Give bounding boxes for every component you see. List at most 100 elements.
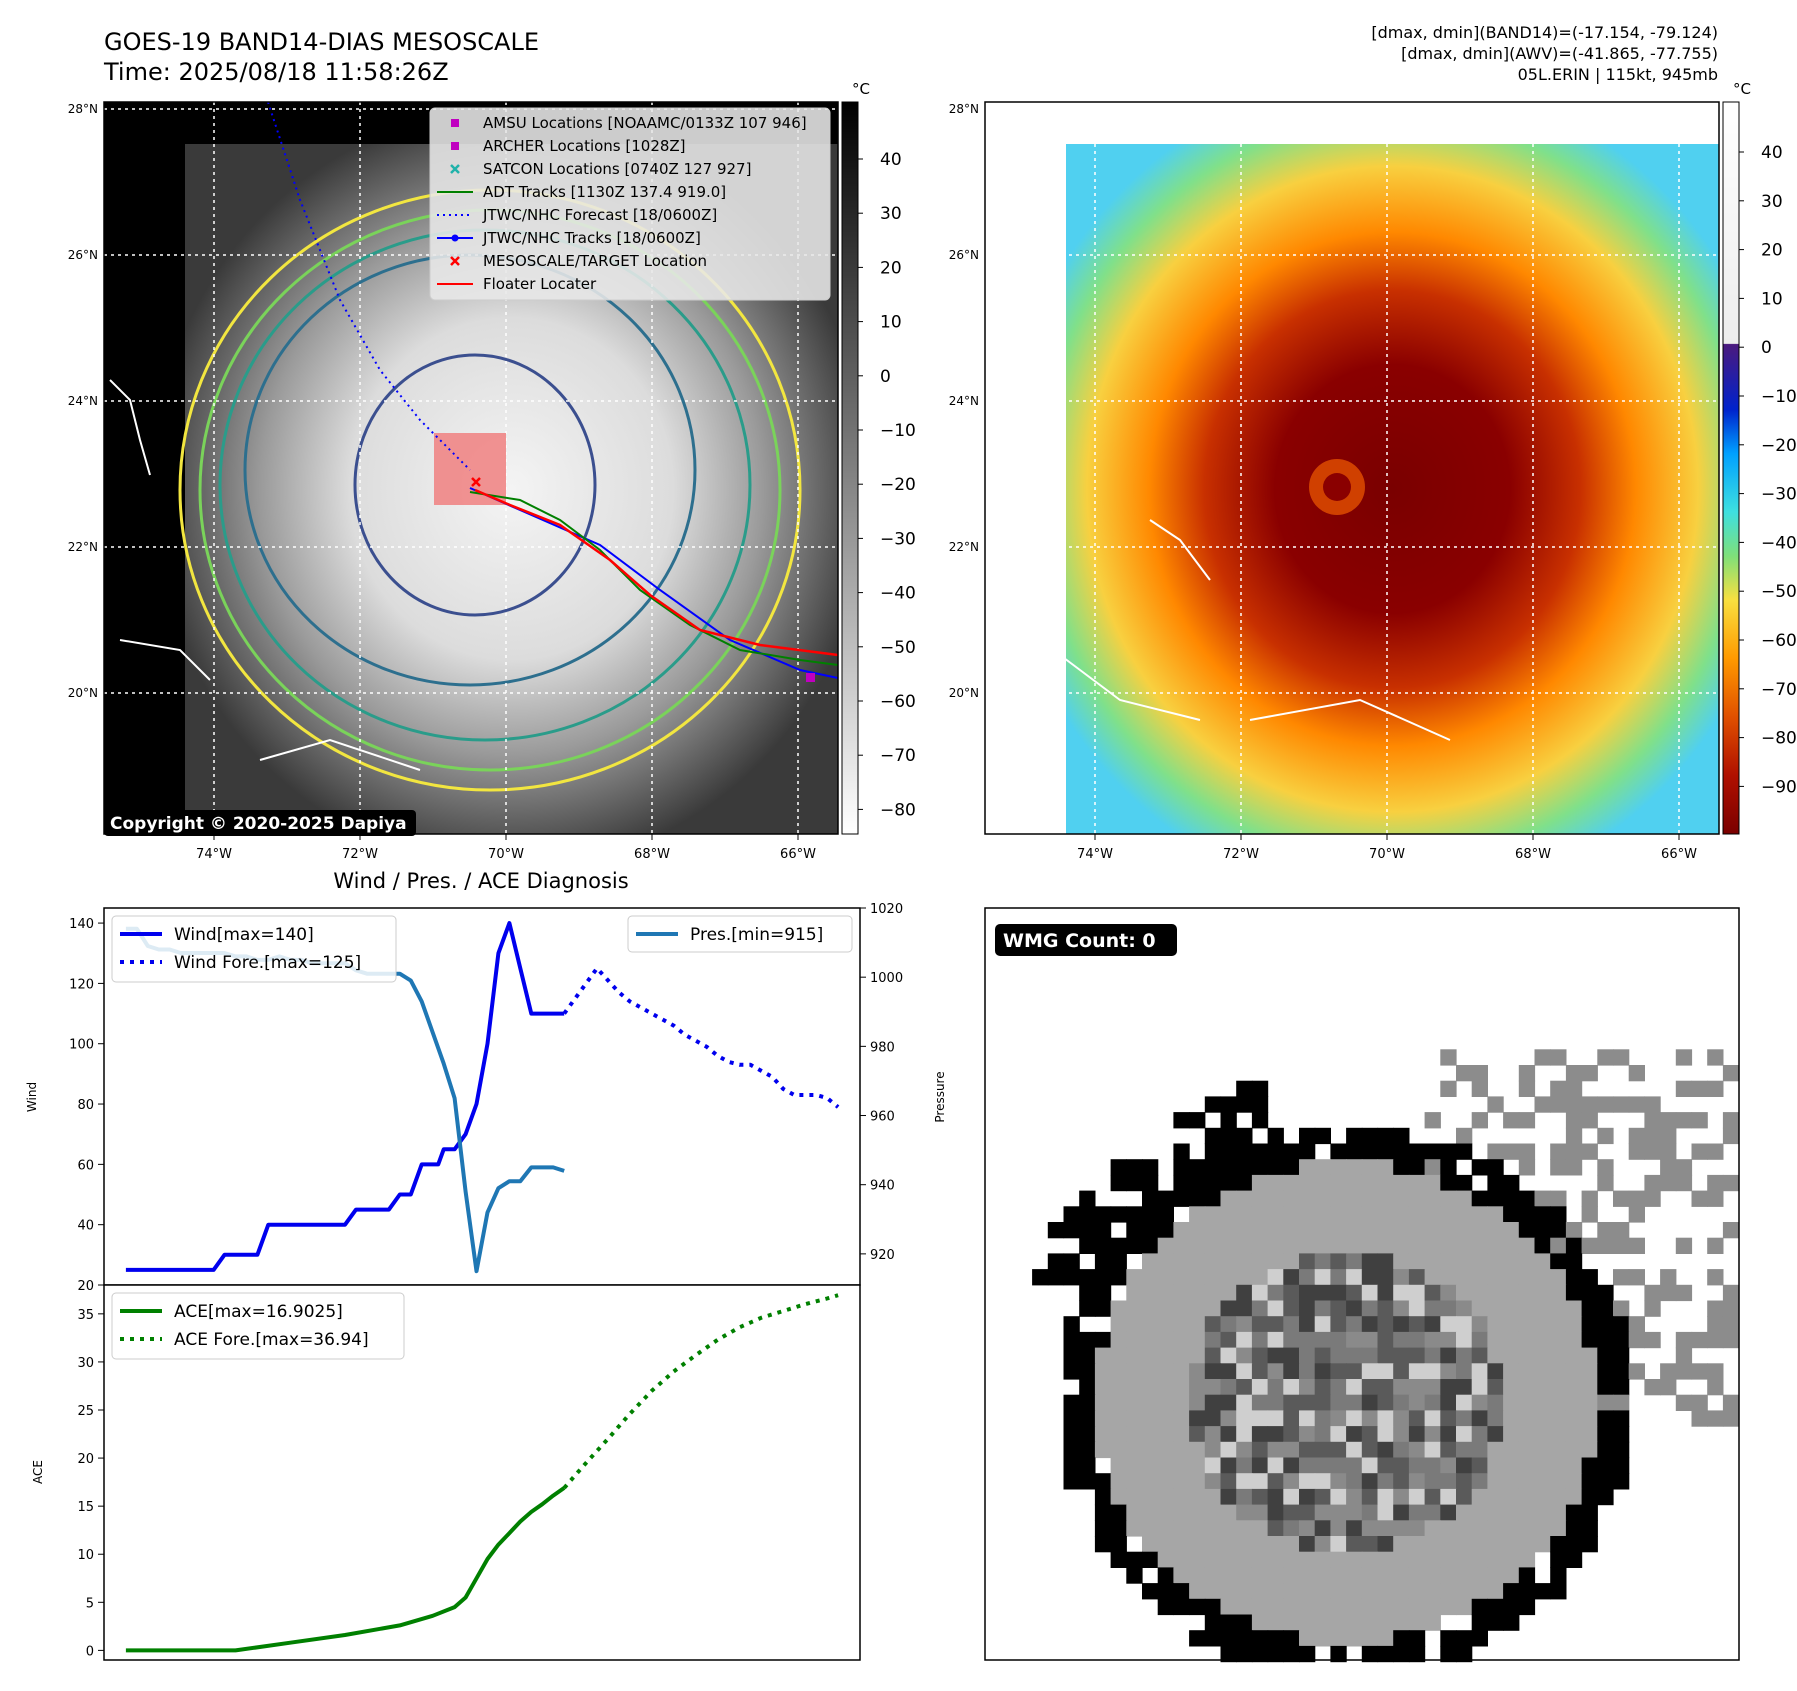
pressure-tick-label: 940 xyxy=(870,1179,895,1194)
map-legend-label: SATCON Locations [0740Z 127 927] xyxy=(483,160,751,178)
map-legend-label: Floater Locater xyxy=(483,275,597,293)
map-legend-label: MESOSCALE/TARGET Location xyxy=(483,252,707,270)
ace-axis-label: ACE xyxy=(31,1460,45,1484)
pressure-axis-label: Pressure xyxy=(933,1071,947,1122)
colorbar-tick-label: −80 xyxy=(880,800,916,820)
lon-tick-label: 70°W xyxy=(488,847,524,862)
wind-fore-legend-label: Wind Fore.[max=125] xyxy=(174,953,361,973)
copyright-badge: Copyright © 2020-2025 Dapiya xyxy=(104,810,416,836)
legend-square-marker xyxy=(451,119,459,127)
colorbar-tick-label: −20 xyxy=(880,475,916,495)
map-legend-row: JTWC/NHC Tracks [18/0600Z] xyxy=(437,229,701,247)
lat-tick-label: 28°N xyxy=(949,102,979,116)
stats-awv: [dmax, dmin](AWV)=(-41.865, -77.755) xyxy=(1401,44,1718,63)
ace-tick-label: 10 xyxy=(77,1548,94,1563)
lon-tick-label: 70°W xyxy=(1369,847,1405,862)
map-legend-label: AMSU Locations [NOAAMC/0133Z 107 946] xyxy=(483,114,807,132)
wind-tick-label: 40 xyxy=(77,1219,94,1234)
wind-tick-label: 80 xyxy=(77,1098,94,1113)
colorbar-tick-label: 30 xyxy=(1761,192,1783,212)
legend-x-marker xyxy=(450,256,460,266)
ace-tick-label: 15 xyxy=(77,1500,94,1515)
legend-dot-marker xyxy=(451,234,459,242)
colorbar-tick-label: −20 xyxy=(1761,436,1797,456)
pressure-legend: Pres.[min=915] xyxy=(627,915,853,953)
pressure-tick-label: 1000 xyxy=(870,971,903,986)
awv-map-panel xyxy=(984,101,1720,835)
lon-tick-label: 72°W xyxy=(342,847,378,862)
lon-tick-label: 72°W xyxy=(1223,847,1259,862)
map-legend: AMSU Locations [NOAAMC/0133Z 107 946] ARC… xyxy=(429,107,831,301)
diagnosis-title: Wind / Pres. / ACE Diagnosis xyxy=(333,869,628,893)
colorbar-tick-label: −30 xyxy=(880,529,916,549)
wind-tick-label: 60 xyxy=(77,1158,94,1173)
ace-tick-label: 20 xyxy=(77,1452,94,1467)
lat-tick-label: 24°N xyxy=(68,394,98,408)
colorbar-tick-label: −60 xyxy=(880,692,916,712)
map-legend-row: SATCON Locations [0740Z 127 927] xyxy=(450,160,751,178)
lat-tick-label: 24°N xyxy=(949,394,979,408)
ace-fore-legend-label: ACE Fore.[max=36.94] xyxy=(174,1330,369,1350)
awv-colorbar-unit: °C xyxy=(1733,80,1751,98)
lat-tick-label: 26°N xyxy=(949,248,979,262)
pressure-tick-label: 960 xyxy=(870,1110,895,1125)
wind-pressure-chart: Wind Pressure 140 120 100 80 60 40 20 1020 1000… xyxy=(25,902,947,1294)
wind-legend: Wind[max=140] Wind Fore.[max=125] xyxy=(111,915,397,983)
awv-map-lon-ticks: 74°W 72°W 70°W 68°W 66°W xyxy=(1077,834,1697,862)
ace-tick-label: 25 xyxy=(77,1404,94,1419)
map-legend-row: ARCHER Locations [1028Z] xyxy=(451,137,686,155)
map-legend-label: JTWC/NHC Tracks [18/0600Z] xyxy=(482,229,701,247)
map-legend-row: MESOSCALE/TARGET Location xyxy=(450,252,707,270)
wind-tick-label: 20 xyxy=(77,1279,94,1294)
colorbar-tick-label: 10 xyxy=(1761,289,1783,309)
lat-tick-label: 28°N xyxy=(68,102,98,116)
ace-legend: ACE[max=16.9025] ACE Fore.[max=36.94] xyxy=(111,1292,405,1360)
map-legend-row: AMSU Locations [NOAAMC/0133Z 107 946] xyxy=(451,114,807,132)
wind-tick-label: 120 xyxy=(69,977,94,992)
ace-chart: ACE 35 30 25 20 15 10 5 0 ACE[max=16.9025] ACE … xyxy=(31,1284,861,1661)
stats-band14: [dmax, dmin](BAND14)=(-17.154, -79.124) xyxy=(1371,23,1718,42)
wind-legend-label: Wind[max=140] xyxy=(174,925,314,945)
wmg-panel: WMG Count: 0 xyxy=(984,907,1740,1663)
awv-map-lat-ticks: 28°N 26°N 24°N 22°N 20°N xyxy=(949,102,979,700)
colorbar-tick-label: −70 xyxy=(880,746,916,766)
colorbar-tick-label: 20 xyxy=(880,258,902,278)
lon-tick-label: 74°W xyxy=(196,847,232,862)
figure-title: GOES-19 BAND14-DIAS MESOSCALE xyxy=(104,28,539,56)
colorbar-tick-label: 0 xyxy=(880,367,891,387)
colorbar-tick-label: −50 xyxy=(880,638,916,658)
map-legend-row: Floater Locater xyxy=(437,275,597,293)
pressure-tick-label: 1020 xyxy=(870,902,903,917)
lat-tick-label: 20°N xyxy=(949,686,979,700)
ace-tick-label: 0 xyxy=(86,1644,94,1659)
wmg-count-badge xyxy=(995,924,1177,956)
ace-forecast-line xyxy=(562,1293,839,1490)
colorbar-tick-label: 30 xyxy=(880,204,902,224)
colorbar-tick-label: −40 xyxy=(880,584,916,604)
pressure-tick-label: 920 xyxy=(870,1248,895,1263)
lon-tick-label: 68°W xyxy=(1515,847,1551,862)
ir-map-lon-ticks: 74°W 72°W 70°W 68°W 66°W xyxy=(196,834,816,862)
wind-line xyxy=(125,921,565,1272)
ace-line xyxy=(125,1486,566,1653)
awv-colorbar: °C 40 30 20 10 0 −10 −20 −30 −40 −50 −60 −70 −80 −90 xyxy=(1722,80,1797,835)
wind-axis-label: Wind xyxy=(25,1082,39,1112)
colorbar-tick-label: −90 xyxy=(1761,777,1797,797)
colorbar-tick-label: −50 xyxy=(1761,582,1797,602)
colorbar-tick-label: 40 xyxy=(1761,143,1783,163)
colorbar-tick-label: −60 xyxy=(1761,631,1797,651)
wind-forecast-line xyxy=(562,966,840,1109)
colorbar-tick-label: −30 xyxy=(1761,485,1797,505)
lon-tick-label: 68°W xyxy=(634,847,670,862)
figure-time: Time: 2025/08/18 11:58:26Z xyxy=(103,58,449,86)
lat-tick-label: 22°N xyxy=(949,540,979,554)
lon-tick-label: 66°W xyxy=(780,847,816,862)
pressure-legend-label: Pres.[min=915] xyxy=(690,925,823,945)
map-legend-label: JTWC/NHC Forecast [18/0600Z] xyxy=(482,206,717,224)
map-legend-label: ADT Tracks [1130Z 137.4 919.0] xyxy=(483,183,726,201)
storm-info: 05L.ERIN | 115kt, 945mb xyxy=(1518,65,1718,84)
lon-tick-label: 74°W xyxy=(1077,847,1113,862)
ir-colorbar: °C 40 30 20 10 0 −10 −20 −30 −40 −50 −60 −70 −80 xyxy=(841,80,916,835)
lat-tick-label: 22°N xyxy=(68,540,98,554)
map-legend-label: ARCHER Locations [1028Z] xyxy=(483,137,686,155)
